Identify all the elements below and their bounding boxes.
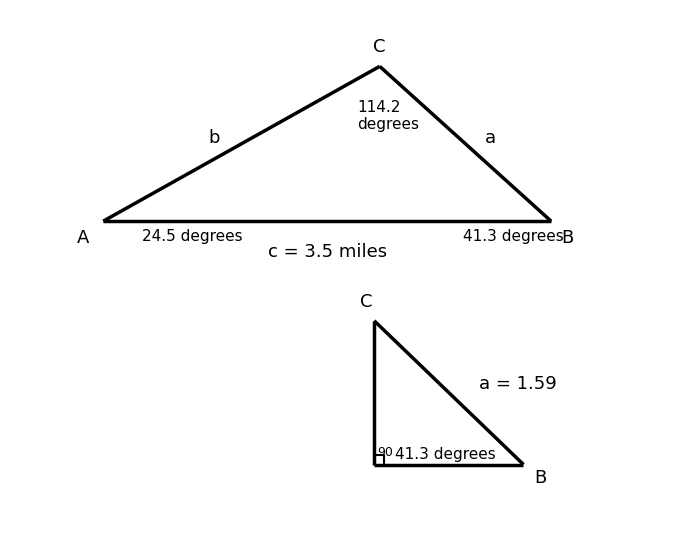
Text: c = 3.5 miles: c = 3.5 miles	[267, 243, 387, 260]
Text: C: C	[374, 38, 386, 56]
Text: a: a	[485, 129, 496, 147]
Text: A: A	[77, 229, 89, 248]
Text: C: C	[359, 293, 372, 311]
Text: B: B	[535, 469, 547, 487]
Text: 41.3 degrees: 41.3 degrees	[395, 447, 496, 462]
Text: b: b	[208, 129, 220, 147]
Text: 90: 90	[377, 446, 393, 459]
Text: 24.5 degrees: 24.5 degrees	[142, 229, 243, 244]
Text: 41.3 degrees: 41.3 degrees	[462, 229, 563, 244]
Text: a = 1.59: a = 1.59	[479, 375, 557, 393]
Text: B: B	[561, 229, 574, 248]
Text: 114.2
degrees: 114.2 degrees	[357, 100, 419, 132]
